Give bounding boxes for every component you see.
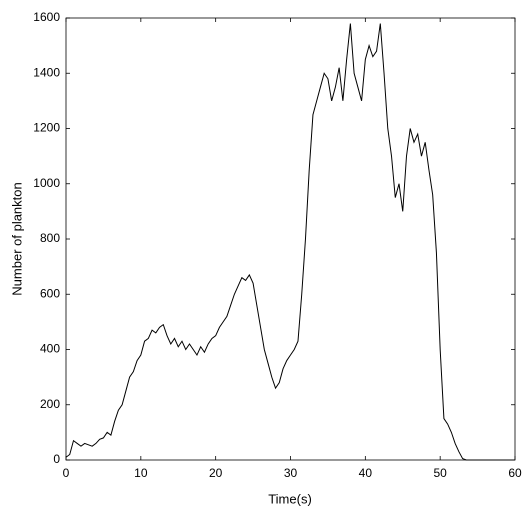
x-tick-label: 0 [63, 466, 70, 480]
y-tick-label: 400 [40, 342, 60, 356]
axes-box [65, 17, 516, 461]
x-tick-label: 50 [433, 466, 447, 480]
y-tick-label: 200 [40, 397, 60, 411]
x-tick-label: 20 [209, 466, 223, 480]
y-tick-label: 600 [40, 286, 60, 300]
data-line [65, 23, 515, 461]
x-tick-label: 60 [508, 466, 522, 480]
y-tick-label: 1600 [33, 10, 60, 24]
x-tick-label: 10 [134, 466, 148, 480]
y-tick-label: 1200 [33, 121, 60, 135]
y-tick-label: 1000 [33, 176, 60, 190]
y-tick-label: 1400 [33, 65, 60, 79]
y-tick-label: 0 [53, 452, 60, 466]
x-axis-label: Time(s) [268, 491, 312, 506]
y-tick-label: 800 [40, 231, 60, 245]
y-axis-label: Number of plankton [9, 182, 24, 295]
x-tick-label: 30 [284, 466, 298, 480]
x-tick-label: 40 [359, 466, 373, 480]
